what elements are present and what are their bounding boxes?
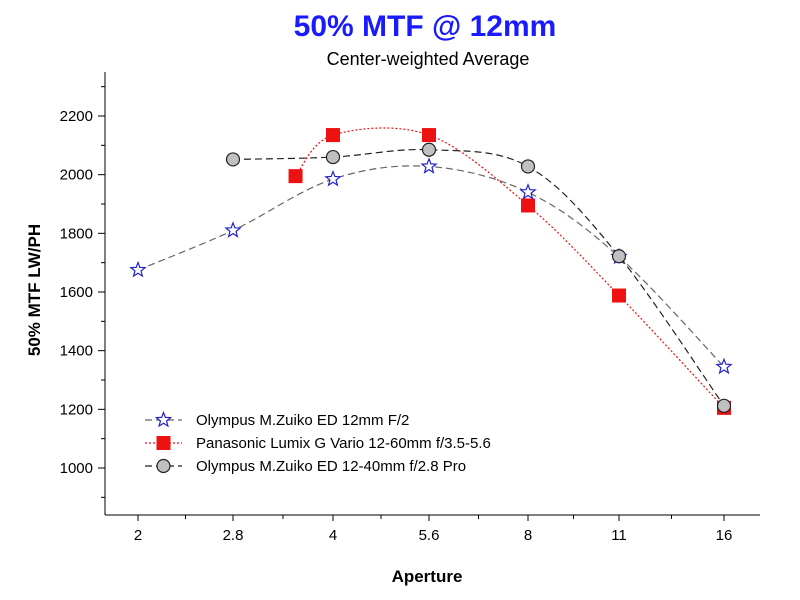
y-tick-label: 1600 — [60, 284, 93, 301]
legend-label: Olympus M.Zuiko ED 12mm F/2 — [196, 412, 409, 429]
legend-star-icon — [154, 410, 173, 428]
series-panasonic-12-60mm-line — [295, 127, 725, 409]
y-axis-label: 50% MTF LW/PH — [25, 224, 44, 356]
series-olympus-12-40mm-point — [421, 142, 437, 157]
series-olympus-12mm-point — [224, 221, 242, 238]
series-olympus-12-40mm-point — [611, 249, 627, 264]
series-olympus-12-40mm-point — [716, 398, 732, 413]
series-panasonic-12-60mm-point — [612, 288, 626, 303]
axes: 1000 1200 1400 1600 1800 2000 2200 2 2.8 4 5.6 8 11 1… — [60, 72, 760, 544]
x-tick-label: 2 — [134, 527, 142, 544]
x-tick-label: 8 — [524, 527, 532, 544]
series-olympus-12-40mm-line — [232, 148, 725, 407]
series-olympus-12mm-point — [324, 169, 342, 187]
series-olympus-12-40mm-point — [225, 152, 241, 167]
series-panasonic-12-60mm-point — [326, 128, 340, 143]
series-olympus-12mm-line — [137, 165, 725, 368]
y-tick-label: 1200 — [60, 401, 93, 418]
x-tick-label: 2.8 — [223, 527, 244, 544]
x-tick-label: 16 — [716, 527, 733, 544]
chart-title: 50% MTF @ 12mm — [294, 10, 557, 43]
legend-label: Panasonic Lumix G Vario 12-60mm f/3.5-5.… — [196, 435, 491, 452]
legend-label: Olympus M.Zuiko ED 12-40mm f/2.8 Pro — [196, 458, 466, 475]
series-olympus-12mm-point — [715, 357, 733, 375]
x-tick-label: 5.6 — [419, 527, 440, 544]
y-tick-label: 2000 — [60, 167, 93, 184]
x-tick-label: 11 — [611, 527, 627, 544]
chart-subtitle: Center-weighted Average — [327, 49, 530, 69]
legend-circle-icon — [156, 458, 171, 474]
legend-square-icon — [156, 436, 171, 450]
y-tick-label: 1800 — [60, 225, 93, 242]
y-tick-label: 1400 — [60, 343, 93, 360]
series-olympus-12-40mm-point — [325, 149, 341, 165]
series-panasonic-12-60mm-point — [422, 128, 436, 143]
series-olympus-12mm-point — [420, 157, 438, 174]
y-tick-label: 1000 — [60, 460, 93, 477]
legend: Olympus M.Zuiko ED 12mm F/2 Panasonic Lum… — [145, 410, 491, 475]
x-tick-label: 4 — [329, 527, 337, 544]
series-panasonic-12-60mm-point — [288, 169, 303, 184]
series-olympus-12-40mm-point — [520, 159, 536, 174]
x-axis-label: Aperture — [392, 567, 463, 586]
series-panasonic-12-60mm-point — [521, 198, 535, 213]
series-olympus-12mm-point — [519, 183, 537, 200]
y-tick-label: 2200 — [60, 108, 93, 125]
plot-area — [129, 127, 733, 415]
series-olympus-12mm-point — [129, 260, 147, 278]
